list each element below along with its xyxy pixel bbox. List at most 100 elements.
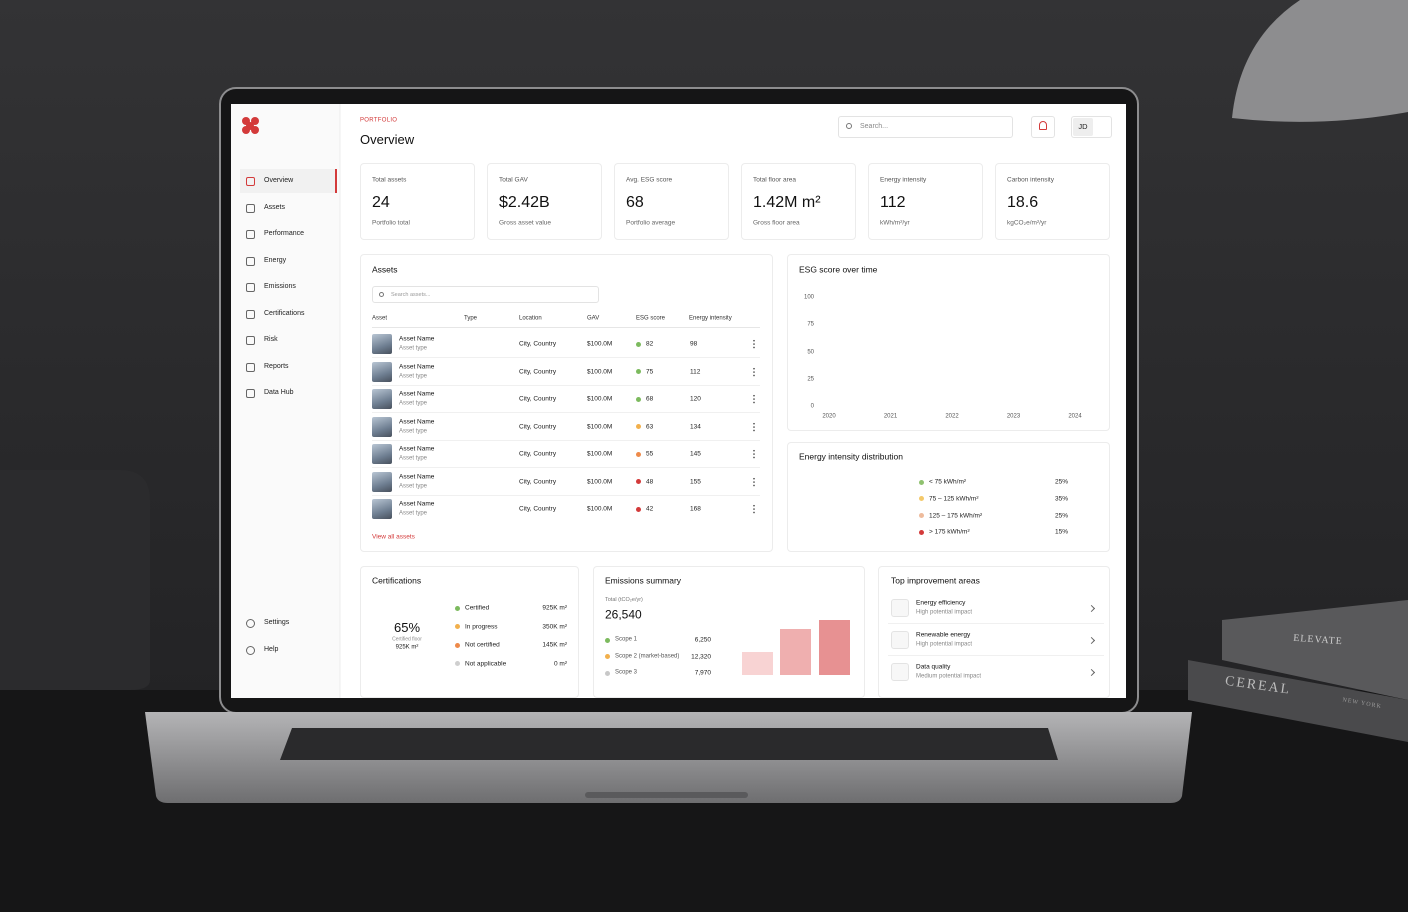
legend-label: Scope 1	[615, 636, 638, 643]
legend-label: In progress	[465, 622, 498, 630]
x-tick-label: 2023	[1006, 413, 1021, 420]
x-tick-label: 2021	[883, 413, 898, 420]
row-rule	[372, 439, 760, 441]
kpi-sub: Portfolio total	[372, 219, 410, 227]
card-title: Certifications	[372, 575, 422, 586]
column-header: GAV	[587, 315, 600, 322]
status-dot	[635, 341, 641, 347]
status-dot	[635, 506, 641, 512]
card	[878, 566, 1110, 698]
asset-thumbnail	[372, 416, 392, 437]
search-icon	[846, 123, 852, 129]
asset-energy: 155	[690, 477, 701, 485]
kpi-label: Carbon intensity	[1007, 176, 1054, 184]
x-tick-label: 2024	[1068, 413, 1082, 420]
improvement-impact: High potential impact	[916, 609, 973, 616]
nav-icon	[246, 388, 255, 398]
asset-gav: $100.0M	[587, 395, 613, 403]
kpi-value: 112	[880, 194, 906, 212]
bell-icon	[1039, 121, 1047, 130]
row-menu[interactable]	[752, 476, 756, 487]
ring-value: 65%	[393, 619, 421, 635]
row-menu[interactable]	[752, 421, 756, 432]
asset-energy: 145	[690, 450, 701, 458]
asset-thumbnail	[372, 334, 392, 354]
user-menu[interactable]	[1071, 116, 1112, 138]
asset-gav: $100.0M	[587, 367, 613, 375]
ring-total: 925K m²	[395, 644, 419, 651]
nav-icon	[246, 229, 255, 239]
header-rule	[372, 327, 760, 328]
card	[487, 163, 602, 240]
column-header: Location	[519, 315, 542, 322]
card-title: Emissions summary	[605, 575, 682, 586]
y-tick-label: 100	[803, 294, 814, 301]
link[interactable]: View all assets	[372, 533, 415, 541]
improvement-impact: High potential impact	[916, 641, 973, 648]
row-rule	[372, 357, 760, 358]
notification-button[interactable]	[1031, 116, 1055, 138]
asset-type: Asset type	[399, 400, 428, 407]
nav-icon	[246, 645, 255, 655]
asset-type: Asset type	[399, 483, 428, 490]
asset-energy: 112	[690, 367, 701, 375]
legend-label: Scope 3	[615, 669, 638, 676]
asset-type: Asset type	[399, 345, 428, 352]
chart-title: ESG score over time	[799, 264, 878, 275]
y-tick-label: 0	[810, 403, 814, 410]
nav-label: Reports	[264, 363, 289, 371]
kpi-sub: Portfolio average	[626, 219, 676, 227]
asset-esg: 42	[646, 505, 654, 513]
row-rule	[372, 467, 760, 468]
legend-value: 12,320	[691, 652, 711, 660]
nav-label: Help	[264, 646, 279, 654]
improvement-impact: Medium potential impact	[916, 673, 982, 680]
legend-value: 350K m²	[542, 622, 567, 630]
book-subtitle: NEW YORK	[1341, 697, 1383, 711]
row-rule	[372, 412, 760, 413]
asset-name: Asset Name	[399, 390, 435, 398]
trend-bar	[742, 652, 773, 675]
legend-value: 0 m²	[554, 659, 567, 667]
card	[360, 566, 579, 698]
search-box[interactable]	[838, 116, 1013, 138]
status-dot	[454, 605, 460, 611]
kpi-label: Avg. ESG score	[626, 176, 673, 184]
card	[360, 254, 773, 552]
legend-label: Not applicable	[465, 659, 507, 667]
total-value: 26,540	[605, 607, 642, 622]
legend-label: Certified	[465, 604, 490, 612]
asset-gav: $100.0M	[587, 477, 613, 485]
y-tick-label: 50	[807, 349, 814, 356]
status-dot	[604, 670, 610, 676]
asset-thumbnail	[372, 389, 392, 409]
column-header: Energy intensity	[689, 315, 732, 322]
nav-active	[240, 169, 337, 193]
asset-name: Asset Name	[399, 472, 435, 480]
status-dot	[918, 513, 924, 519]
nav-label: Settings	[264, 619, 290, 627]
row-menu[interactable]	[752, 449, 756, 459]
improvement-icon	[891, 663, 909, 681]
asset-type: Asset type	[399, 428, 428, 435]
kpi-sub: kWh/m²/yr	[880, 219, 910, 227]
asset-esg: 55	[646, 450, 654, 458]
card	[360, 163, 475, 240]
value-label: 35%	[1055, 495, 1069, 503]
asset-name: Asset Name	[399, 335, 435, 343]
legend-value: 925K m²	[542, 604, 567, 612]
row-menu[interactable]	[752, 394, 756, 404]
table-search[interactable]	[372, 286, 599, 303]
status-dot	[635, 424, 641, 429]
row-menu[interactable]	[752, 366, 756, 377]
user-initials: JD	[1078, 121, 1088, 131]
search-placeholder: Search...	[860, 123, 889, 131]
status-dot	[454, 661, 460, 666]
legend-label: Scope 2 (market-based)	[615, 653, 680, 660]
nav-icon	[246, 256, 255, 266]
book	[1188, 660, 1408, 742]
row-menu[interactable]	[752, 339, 756, 349]
row-menu[interactable]	[752, 504, 756, 514]
